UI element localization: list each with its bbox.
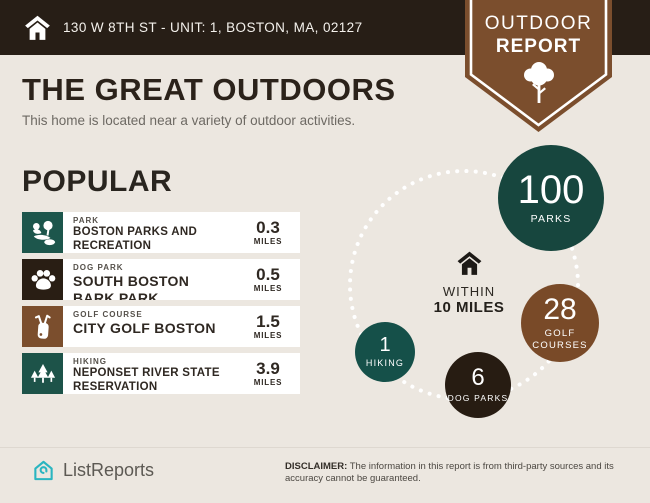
disclaimer: DISCLAIMER: The information in this repo… xyxy=(285,461,635,486)
place-name: CITY GOLF BOSTON xyxy=(73,320,216,336)
list-item-hiking: HIKING NEPONSET RIVER STATE RESERVATION … xyxy=(22,353,300,394)
page-title: THE GREAT OUTDOORS xyxy=(22,72,396,107)
place-name: NEPONSET RIVER STATE RESERVATION xyxy=(73,367,220,393)
tree-icon xyxy=(523,62,554,103)
distance: 0.5 MILES xyxy=(236,259,300,300)
disclaimer-text: The information in this report is from t… xyxy=(285,461,614,485)
property-address: 130 W 8TH ST - UNIT: 1, BOSTON, MA, 0212… xyxy=(63,20,363,35)
page-subtitle: This home is located near a variety of o… xyxy=(22,113,356,128)
list-item-text: PARK BOSTON PARKS AND RECREATION xyxy=(63,212,236,253)
list-item-golf-course: GOLF COURSE CITY GOLF BOSTON 1.5 MILES xyxy=(22,306,300,347)
list-item-park: PARK BOSTON PARKS AND RECREATION 0.3 MIL… xyxy=(22,212,300,253)
listreports-logo: ListReports xyxy=(32,459,154,482)
home-icon xyxy=(25,15,50,40)
outdoor-report-badge: OUTDOOR REPORT xyxy=(465,0,612,136)
stat-value: 28 xyxy=(543,292,577,326)
category-label: DOG PARK xyxy=(73,263,124,272)
list-item-text: GOLF COURSE CITY GOLF BOSTON xyxy=(63,306,236,347)
popular-list: PARK BOSTON PARKS AND RECREATION 0.3 MIL… xyxy=(22,212,300,400)
category-label: HIKING xyxy=(73,357,107,366)
park-icon xyxy=(22,212,63,253)
distance-unit: MILES xyxy=(253,378,283,387)
stat-value: 1 xyxy=(379,333,391,356)
distance: 3.9 MILES xyxy=(236,353,300,394)
within-radius-label: WITHIN 10 MILES xyxy=(409,250,529,316)
place-name: BOSTON PARKS AND RECREATION xyxy=(73,226,198,252)
stat-value: 6 xyxy=(471,364,485,392)
distance: 1.5 MILES xyxy=(236,306,300,347)
distance-unit: MILES xyxy=(253,237,283,246)
stat-label: GOLF COURSES xyxy=(532,327,588,351)
distance-value: 1.5 xyxy=(256,312,280,331)
stat-circle-dog-parks: 6 DOG PARKS xyxy=(445,352,511,418)
category-label: GOLF COURSE xyxy=(73,310,143,319)
distance-unit: MILES xyxy=(253,331,283,340)
stat-label: HIKING xyxy=(365,357,405,368)
list-item-text: HIKING NEPONSET RIVER STATE RESERVATION xyxy=(63,353,236,394)
disclaimer-label: DISCLAIMER: xyxy=(285,461,348,472)
category-label: PARK xyxy=(73,216,100,225)
distance: 0.3 MILES xyxy=(236,212,300,253)
stat-label: PARKS xyxy=(530,212,572,225)
stat-label: DOG PARKS xyxy=(447,393,509,404)
list-item-text: DOG PARK SOUTH BOSTON BARK PARK xyxy=(63,259,236,300)
badge-title: OUTDOOR REPORT xyxy=(465,13,612,58)
stat-circle-golf-courses: 28 GOLF COURSES xyxy=(521,284,599,362)
listreports-house-icon xyxy=(34,460,53,481)
paw-icon xyxy=(22,259,63,300)
popular-heading: POPULAR xyxy=(22,165,173,198)
distance-unit: MILES xyxy=(253,284,283,293)
footer: ListReports DISCLAIMER: The information … xyxy=(0,447,650,503)
distance-value: 3.9 xyxy=(256,359,280,378)
pine-trees-icon xyxy=(22,353,63,394)
within-text: WITHIN xyxy=(442,284,496,299)
home-center-icon xyxy=(457,251,481,275)
golf-bag-icon xyxy=(22,306,63,347)
badge-line1: OUTDOOR xyxy=(484,13,593,34)
stat-circle-parks: 100 PARKS xyxy=(498,145,604,251)
distance-value: 0.5 xyxy=(256,265,280,284)
stat-value: 100 xyxy=(517,167,585,212)
distance-value: 0.3 xyxy=(256,218,280,237)
stat-circle-hiking: 1 HIKING xyxy=(355,322,415,382)
place-name: SOUTH BOSTON BARK PARK xyxy=(73,273,190,300)
radius-text: 10 MILES xyxy=(433,299,505,316)
badge-line2: REPORT xyxy=(495,36,582,57)
list-item-dog-park: DOG PARK SOUTH BOSTON BARK PARK 0.5 MILE… xyxy=(22,259,300,300)
brand-name: ListReports xyxy=(63,460,155,480)
